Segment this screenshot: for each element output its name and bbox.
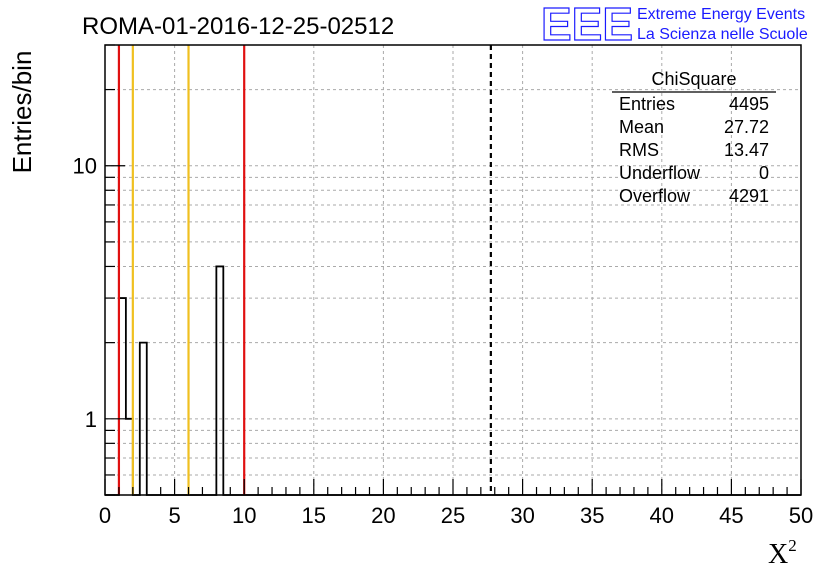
x-tick-label: 10 <box>232 503 256 528</box>
x-tick-label: 50 <box>789 503 813 528</box>
y-tick-label: 1 <box>85 407 97 432</box>
logo-mark: EEE <box>541 0 633 50</box>
grid-lines <box>105 45 801 495</box>
y-tick-label: 10 <box>73 154 97 179</box>
stats-value-rms: 13.47 <box>724 140 769 160</box>
histogram-bin <box>140 343 147 495</box>
x-tick-label: 15 <box>302 503 326 528</box>
x-tick-label: 30 <box>510 503 534 528</box>
x-tick-label: 25 <box>441 503 465 528</box>
x-tick-label: 35 <box>580 503 604 528</box>
stats-title: ChiSquare <box>651 69 736 89</box>
stats-label-mean: Mean <box>619 117 664 137</box>
x-tick-label: 5 <box>168 503 180 528</box>
stats-label-rms: RMS <box>619 140 659 160</box>
eee-logo: EEE Extreme Energy Events La Scienza nel… <box>540 0 808 51</box>
chart-title: ROMA-01-2016-12-25-02512 <box>82 13 394 40</box>
x-tick-label: 40 <box>650 503 674 528</box>
stats-label-underflow: Underflow <box>619 163 701 183</box>
histogram-bin <box>216 266 223 495</box>
stats-label-entries: Entries <box>619 94 675 114</box>
marker-lines <box>117 45 492 495</box>
logo-line-2: La Scienza nelle Scuole <box>637 26 808 43</box>
x-axis-label-base: X <box>768 539 788 570</box>
y-axis-label: Entries/bin <box>7 51 37 174</box>
stats-value-entries: 4495 <box>729 94 769 114</box>
x-tick-label: 45 <box>719 503 743 528</box>
x-axis-label: X2 <box>768 536 797 570</box>
stats-value-overflow: 4291 <box>729 186 769 206</box>
logo-line-1: Extreme Energy Events <box>637 6 805 23</box>
stats-label-overflow: Overflow <box>619 186 691 206</box>
stats-value-mean: 27.72 <box>724 117 769 137</box>
stats-box: ChiSquare Entries 4495 Mean 27.72 RMS 13… <box>612 69 776 206</box>
axis-ticks: 0 5 10 15 20 25 30 35 40 45 50 1 10 <box>73 44 813 528</box>
x-tick-label: 20 <box>371 503 395 528</box>
x-axis-label-superscript: 2 <box>788 536 797 555</box>
x-tick-label: 0 <box>99 503 111 528</box>
stats-value-underflow: 0 <box>759 163 769 183</box>
